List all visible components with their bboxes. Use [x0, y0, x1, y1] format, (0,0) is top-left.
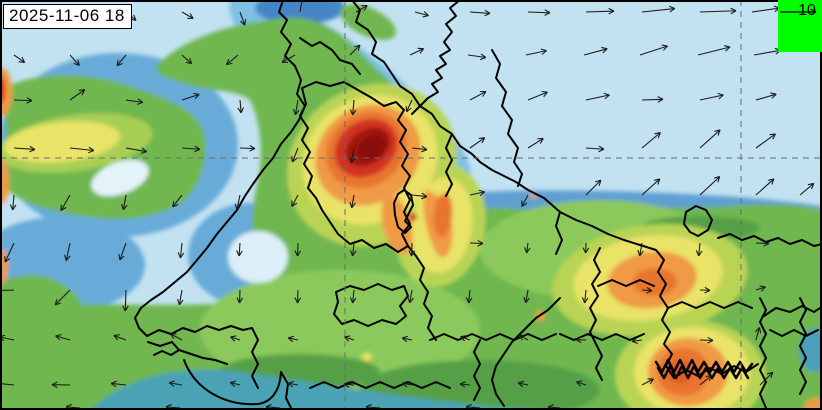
boundary-layer: [134, 0, 822, 410]
timestamp-box: 2025-11-06 18: [3, 4, 132, 29]
reference-arrow-icon: [780, 8, 817, 16]
reference-vector-box: 10: [778, 0, 822, 52]
timestamp-label: 2025-11-06 18: [9, 6, 125, 25]
